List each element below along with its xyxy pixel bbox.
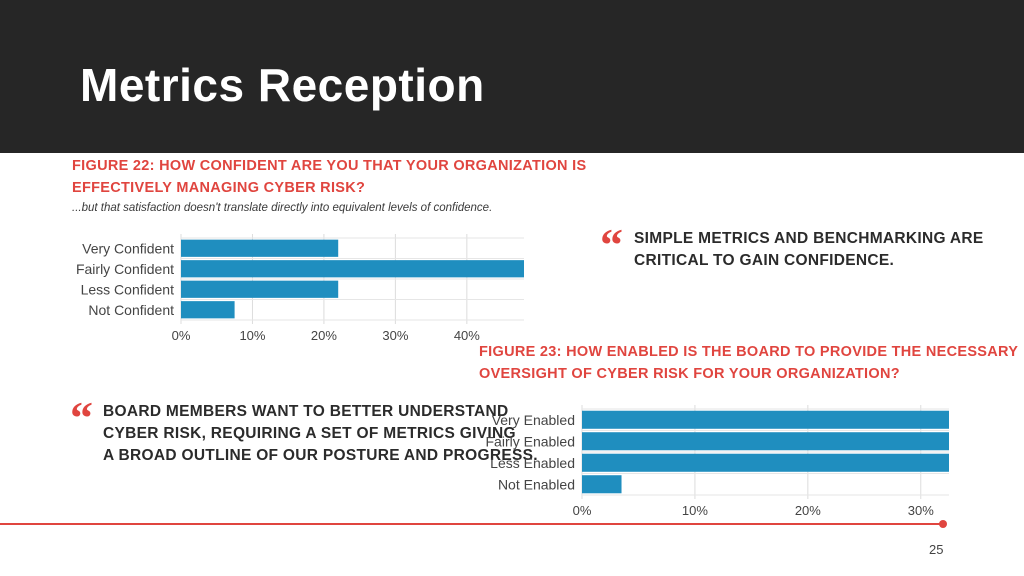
chart23-tick-label: 0% <box>573 503 592 518</box>
page-title: Metrics Reception <box>80 59 485 111</box>
quote1-line: SIMPLE METRICS AND BENCHMARKING ARE <box>634 230 984 247</box>
quote1-line: CRITICAL TO GAIN CONFIDENCE. <box>634 252 895 269</box>
figure22-title: FIGURE 22: HOW CONFIDENT ARE YOU THAT YO… <box>72 155 586 199</box>
quote1: SIMPLE METRICS AND BENCHMARKING ARE CRIT… <box>634 228 984 272</box>
chart23-category-label: Very Enabled <box>492 412 575 428</box>
chart22-tick-label: 40% <box>454 328 480 343</box>
figure23-chart: 0% 10% 20% 30% Very Enabled Fairly Enabled Les… <box>486 405 949 518</box>
chart23-tick-label: 30% <box>908 503 934 518</box>
chart22-tick-label: 0% <box>172 328 191 343</box>
footer-divider <box>0 523 943 525</box>
chart23-bar <box>582 432 949 451</box>
chart23-category-label: Less Enabled <box>490 455 575 471</box>
page-number: 25 <box>929 542 944 557</box>
quote2: BOARD MEMBERS WANT TO BETTER UNDERSTAND … <box>103 401 538 467</box>
chart22-category-label: Fairly Confident <box>76 261 174 277</box>
header-bar: Metrics Reception <box>0 0 1024 153</box>
chart23-bar <box>582 453 949 472</box>
chart22-category-label: Less Confident <box>81 281 175 297</box>
chart22-tick-label: 10% <box>239 328 265 343</box>
quote2-line: BOARD MEMBERS WANT TO BETTER UNDERSTAND <box>103 403 509 420</box>
quote2-line: A BROAD OUTLINE OF OUR POSTURE AND PROGR… <box>103 447 538 464</box>
quote1-mark: “ <box>600 219 623 270</box>
figure23-title-line: OVERSIGHT OF CYBER RISK FOR YOUR ORGANIZ… <box>479 366 900 382</box>
chart23-bar <box>582 410 949 429</box>
figure23-title: FIGURE 23: HOW ENABLED IS THE BOARD TO P… <box>479 341 1018 385</box>
chart22-bar <box>181 280 339 298</box>
chart23-tick-label: 10% <box>682 503 708 518</box>
chart22-tick-label: 20% <box>311 328 337 343</box>
figure22-title-line: FIGURE 22: HOW CONFIDENT ARE YOU THAT YO… <box>72 158 587 174</box>
chart23-category-label: Fairly Enabled <box>486 433 576 449</box>
figure22-title-line: EFFECTIVELY MANAGING CYBER RISK? <box>72 180 366 196</box>
chart23-tick-label: 20% <box>795 503 821 518</box>
chart22-tick-label: 30% <box>382 328 408 343</box>
chart22-bar <box>181 301 235 319</box>
chart22-bar <box>181 260 524 278</box>
quote2-line: CYBER RISK, REQUIRING A SET OF METRICS G… <box>103 425 516 442</box>
chart22-category-label: Very Confident <box>82 240 174 256</box>
footer-divider-dot <box>939 520 947 528</box>
chart22-category-label: Not Confident <box>88 302 174 318</box>
figure22-chart: 0% 10% 20% 30% 40% Very Confident Fairly Confi… <box>76 234 524 343</box>
figure23-title-line: FIGURE 23: HOW ENABLED IS THE BOARD TO P… <box>479 344 1019 360</box>
quote2-mark: “ <box>70 392 93 443</box>
chart23-bar <box>582 475 622 494</box>
chart23-category-label: Not Enabled <box>498 476 575 492</box>
chart22-bar <box>181 239 339 257</box>
figure22-subtitle: ...but that satisfaction doesn't transla… <box>72 202 493 214</box>
